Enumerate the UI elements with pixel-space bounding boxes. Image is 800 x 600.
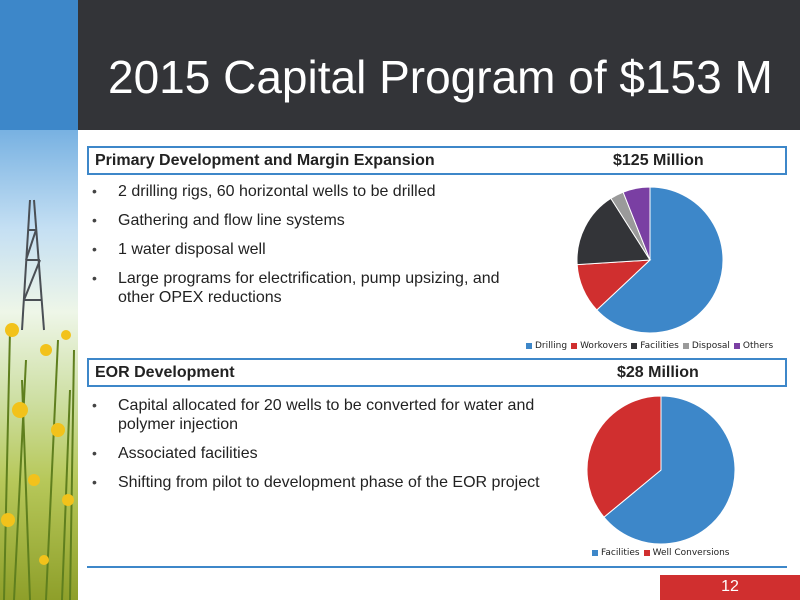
bullet-item: • Capital allocated for 20 wells to be co…	[92, 397, 535, 433]
section-title: Primary Development and Margin Expansion	[95, 152, 435, 169]
legend-item: Facilities	[592, 548, 640, 558]
section-header-primary: Primary Development and Margin Expansion…	[87, 146, 787, 175]
legend-label: Drilling	[535, 341, 568, 351]
legend-item: Facilities	[631, 341, 679, 351]
legend-swatch-icon	[592, 549, 598, 556]
bullet-item: • Associated facilities	[92, 445, 258, 462]
pie-slice-others	[622, 186, 651, 261]
bullet-item: • Large programs for electrification, pum…	[92, 270, 500, 306]
bullet-dot-icon: •	[92, 474, 97, 490]
section-header-eor: EOR Development $28 Million	[87, 358, 787, 387]
legend-label: Facilities	[601, 548, 640, 558]
bullet-dot-icon: •	[92, 183, 97, 199]
page-number: 12	[721, 578, 739, 595]
legend-swatch-icon	[526, 342, 532, 349]
bullet-list-primary: • 2 drilling rigs, 60 horizontal wells to…	[90, 182, 530, 317]
bullet-dot-icon: •	[92, 397, 97, 413]
pie-chart-eor	[586, 395, 736, 545]
pie-slice-well-conversions	[586, 395, 662, 518]
legend-label: Facilities	[640, 341, 679, 351]
title-bar	[78, 0, 800, 130]
section-title: EOR Development	[95, 364, 235, 381]
bullet-dot-icon: •	[92, 270, 97, 286]
legend-swatch-icon	[631, 342, 638, 349]
section-amount: $125 Million	[613, 152, 704, 169]
legend-label: Others	[742, 341, 774, 351]
legend-item: Disposal	[682, 341, 730, 351]
strip-blue-block	[0, 0, 78, 130]
bottom-divider	[87, 566, 787, 568]
legend-item: Workovers	[571, 341, 627, 351]
bullet-dot-icon: •	[92, 241, 97, 257]
legend-label: Disposal	[691, 341, 730, 351]
legend-item: Others	[733, 341, 774, 351]
pie-slice-facilities	[576, 197, 651, 266]
legend-swatch-icon	[733, 342, 740, 349]
slide-title: 2015 Capital Program of $153 M	[108, 51, 773, 103]
legend-item: Well Conversions	[643, 548, 730, 558]
bullet-list-eor: • Capital allocated for 20 wells to be co…	[90, 396, 540, 502]
legend-swatch-icon	[571, 342, 578, 349]
pie-legend-eor: Facilities Well Conversions	[588, 548, 730, 558]
bullet-item: • 1 water disposal well	[92, 241, 266, 258]
legend-swatch-icon	[682, 342, 689, 349]
page-number-box: 12	[660, 575, 800, 600]
bullet-item: • Gathering and flow line systems	[92, 212, 345, 229]
bullet-dot-icon: •	[92, 445, 97, 461]
pie-slice-facilities	[603, 395, 736, 545]
legend-label: Well Conversions	[652, 548, 730, 558]
bullet-item: • Shifting from pilot to development phas…	[92, 474, 540, 491]
drilling-rig-photo	[1, 199, 75, 600]
decorative-photo-strip	[0, 0, 78, 600]
section-amount: $28 Million	[617, 364, 699, 381]
bullet-dot-icon: •	[92, 212, 97, 228]
legend-item: Drilling	[526, 341, 567, 351]
legend-label: Workovers	[580, 341, 628, 351]
pie-legend-primary: Drilling Workovers Facilities Disposal Other…	[522, 341, 773, 351]
pie-slice-drilling	[596, 186, 724, 334]
legend-swatch-icon	[643, 549, 650, 556]
pie-chart-primary	[576, 186, 724, 334]
bullet-item: • 2 drilling rigs, 60 horizontal wells to…	[92, 183, 436, 200]
